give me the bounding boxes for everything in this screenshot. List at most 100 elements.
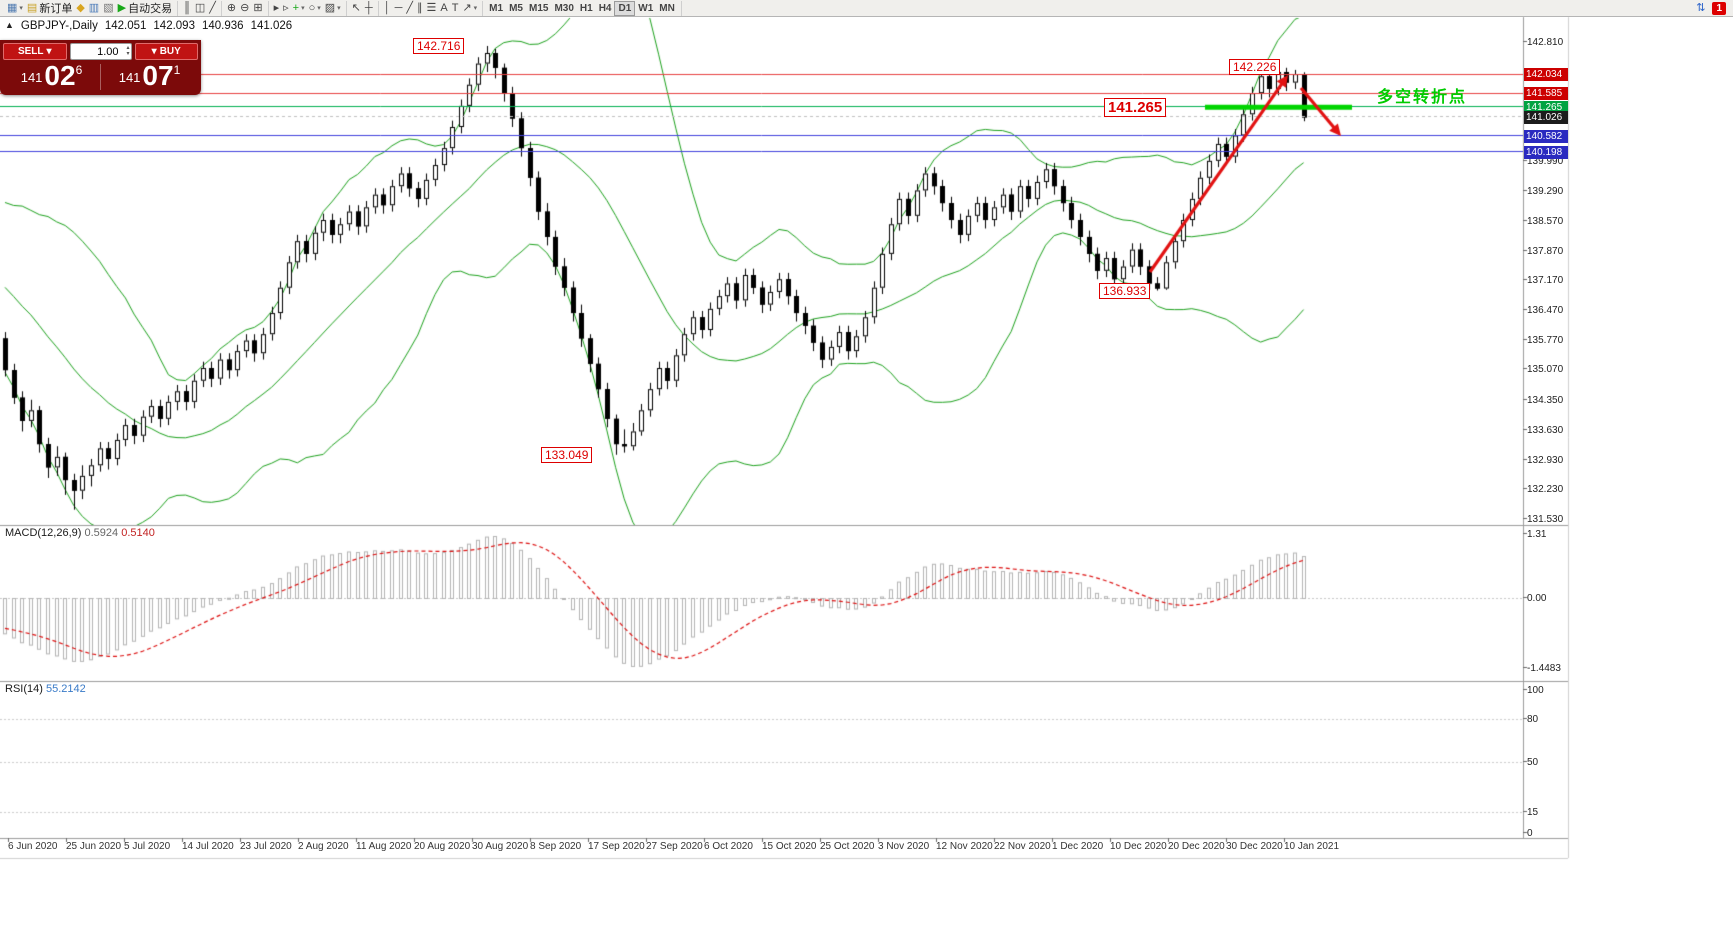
trendline-icon[interactable]: ╱ (406, 1, 413, 14)
channel-icon[interactable]: ∥ (416, 1, 423, 14)
zoom-in-icon[interactable]: ⊕ (226, 1, 237, 14)
volume-down-icon[interactable]: ▾ (126, 51, 130, 57)
toolbar-group: ↖ ┼ (347, 0, 379, 16)
indicator-axis-label: 0.00 (1527, 593, 1547, 604)
chart-shift-icon[interactable]: ▹ (283, 1, 289, 14)
bid-price[interactable]: 141 02 6 (20, 60, 83, 91)
indicator-axis-label: 100 (1527, 685, 1544, 696)
templates-icon[interactable]: ▨ ▾ (324, 1, 341, 14)
indicators-icon-dropdown[interactable]: ▾ (301, 5, 305, 12)
volume-input[interactable]: 1.00 ▴ ▾ (69, 43, 132, 60)
indicator-axis-label: 15 (1527, 806, 1539, 818)
timeframe-m30[interactable]: M30 (554, 2, 574, 14)
price-axis-tick: 134.350 (1527, 394, 1564, 406)
crosshair-icon[interactable]: ┼ (364, 1, 373, 14)
symbol-info: ▲ GBPJPY-,Daily 142.051 142.093 140.936 … (5, 20, 292, 32)
price-divider (100, 64, 101, 90)
time-axis-label: 30 Aug 2020 (472, 841, 529, 852)
time-axis-label: 30 Dec 2020 (1226, 841, 1283, 852)
price-axis-tick: 138.570 (1527, 216, 1564, 228)
data-window-icon[interactable]: ▧ (103, 1, 114, 14)
price-callout[interactable]: 142.226 (1229, 59, 1281, 75)
cursor-icon[interactable]: ↖ (351, 1, 361, 14)
indicators-icon[interactable]: + ▾ (292, 1, 305, 14)
timeframe-d1[interactable]: D1 (614, 0, 636, 16)
timeframe-mn[interactable]: MN (659, 2, 675, 14)
timeframe-h1[interactable]: H1 (579, 2, 593, 14)
price-callout[interactable]: 142.716 (413, 38, 465, 54)
one-click-toggle-icon[interactable]: ▲ (5, 20, 14, 30)
text-icon[interactable]: A (440, 1, 448, 14)
sell-button[interactable]: SELL ▾ (3, 43, 67, 60)
scroll-arrows-icon[interactable]: ⇅ (1696, 1, 1706, 14)
timeframe-m5[interactable]: M5 (509, 2, 523, 14)
new-order-button[interactable]: ▤ 新订单 (26, 1, 73, 16)
price-axis-tick: 135.070 (1527, 364, 1564, 376)
text-annotation[interactable]: 多空转折点 (1377, 89, 1468, 106)
candlestick-chart-icon[interactable]: ◫ (194, 1, 206, 14)
time-axis-label: 22 Nov 2020 (994, 841, 1051, 852)
timeframe-m15[interactable]: M15 (528, 2, 549, 14)
zoom-out-icon[interactable]: ⊖ (240, 1, 250, 14)
time-axis-label: 17 Sep 2020 (588, 841, 645, 852)
buy-options-icon[interactable]: ▾ (151, 46, 157, 57)
timeframe-m1[interactable]: M1 (489, 2, 504, 14)
toolbar-group: ▦ ▾ ▤ 新订单 ◆ ▥ ▧ ▶ 自动交易 (2, 0, 179, 16)
sell-options-icon[interactable]: ▾ (46, 46, 52, 57)
time-axis-label: 8 Sep 2020 (530, 841, 582, 852)
metaeditor-icon[interactable]: ◆ (76, 1, 85, 14)
price-level-label: 140.582 (1524, 129, 1568, 143)
new-chart-icon[interactable]: ▦ ▾ (7, 1, 23, 14)
price-axis-tick: 137.870 (1527, 245, 1564, 257)
arrows-icon-dropdown[interactable]: ▾ (473, 5, 478, 12)
toolbar-group: ⊕ ⊖ ⊞ (222, 0, 269, 16)
time-axis-label: 14 Jul 2020 (182, 841, 234, 852)
timeframe-group: M1 M5 M15 M30 H1 H4 D1 W1 MN (483, 0, 682, 16)
autotrading-button[interactable]: ▶ 自动交易 (117, 1, 173, 16)
arrows-icon[interactable]: ↗ ▾ (462, 1, 478, 14)
price-axis-tick: 135.770 (1527, 334, 1564, 346)
indicator-axis-label: 50 (1527, 756, 1539, 768)
price-axis-tick: 131.530 (1527, 513, 1564, 525)
toolbar: ▦ ▾ ▤ 新订单 ◆ ▥ ▧ ▶ 自动交易 ║ ◫ ╱ ⊕ ⊖ ⊞ ▸ ▹ + ▾ ○ ▾ ▨ ▾ ↖ ┼ │ ─ ╱ ∥ ☰ A T ↗ ▾ M… (0, 0, 1733, 17)
price-callout[interactable]: 133.049 (541, 447, 593, 463)
time-axis-label: 2 Aug 2020 (298, 841, 349, 852)
periods-icon-dropdown[interactable]: ▾ (317, 5, 321, 12)
auto-scroll-icon[interactable]: ▸ (273, 1, 280, 14)
templates-icon-dropdown[interactable]: ▾ (337, 5, 341, 12)
new-chart-icon-dropdown[interactable]: ▾ (19, 5, 23, 12)
time-axis-label: 27 Sep 2020 (646, 841, 703, 852)
current-price-label: 141.026 (1524, 110, 1568, 124)
ask-price[interactable]: 141 07 1 (118, 60, 181, 91)
time-axis-label: 1 Dec 2020 (1052, 841, 1104, 852)
tile-windows-icon[interactable]: ⊞ (253, 1, 263, 14)
price-callout[interactable]: 136.933 (1099, 283, 1151, 299)
buy-button[interactable]: ▾ BUY (134, 43, 198, 60)
time-axis-label: 10 Jan 2021 (1284, 841, 1340, 852)
vertical-line-icon[interactable]: │ (383, 1, 391, 14)
fibonacci-icon[interactable]: ☰ (426, 1, 437, 14)
price-level-label: 141.585 (1524, 87, 1568, 101)
line-chart-icon[interactable]: ╱ (209, 1, 216, 14)
time-axis-label: 3 Nov 2020 (878, 841, 930, 852)
volume-up-icon[interactable]: ▴ (126, 45, 130, 51)
time-axis-label: 5 Jul 2020 (124, 841, 171, 852)
timeframe-w1[interactable]: W1 (638, 2, 654, 14)
price-axis-tick: 142.810 (1527, 37, 1564, 48)
ohlc-low: 140.936 (201, 20, 244, 32)
price-level-label: 140.198 (1524, 145, 1568, 159)
indicator-axis-label: 1.31 (1527, 529, 1547, 540)
time-axis-label: 12 Nov 2020 (936, 841, 993, 852)
horizontal-line-icon[interactable]: ─ (394, 1, 403, 14)
periods-icon[interactable]: ○ ▾ (308, 1, 321, 14)
price-callout[interactable]: 141.265 (1104, 98, 1167, 117)
market-watch-icon[interactable]: ▥ (88, 1, 100, 14)
time-axis-label: 6 Jun 2020 (8, 841, 58, 852)
indicator-axis-label: 80 (1527, 713, 1539, 725)
time-axis-label: 25 Jun 2020 (66, 841, 122, 852)
bar-chart-icon[interactable]: ║ (183, 1, 191, 14)
label-icon[interactable]: T (451, 1, 459, 14)
notification-badge[interactable]: 1 (1712, 1, 1726, 15)
timeframe-h4[interactable]: H4 (598, 2, 612, 14)
